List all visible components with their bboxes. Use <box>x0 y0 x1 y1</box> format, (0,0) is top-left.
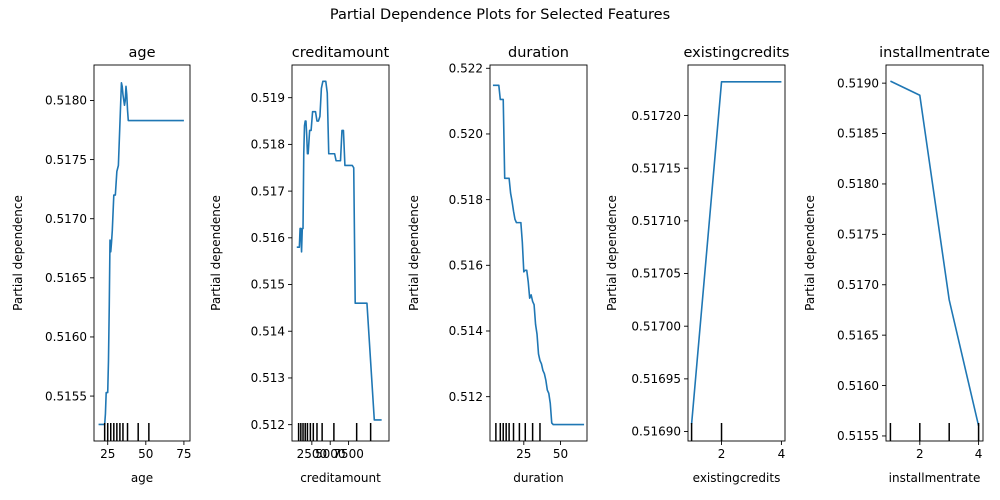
y-tick-label: 0.5170 <box>45 212 87 226</box>
y-tick-label: 0.5185 <box>837 127 879 141</box>
y-axis-label: Partial dependence <box>11 195 25 311</box>
y-tick-label: 0.517 <box>251 184 285 198</box>
subplot-installmentrate: installmentrate 2 4 0.5155 0.5160 0.5165 0.517… <box>803 45 990 485</box>
x-axis-label: creditamount <box>300 471 381 485</box>
y-tick-label: 0.5160 <box>837 379 879 393</box>
y-tick-label: 0.515 <box>251 278 285 292</box>
y-tick-label: 0.513 <box>251 371 285 385</box>
subplot-title: creditamount <box>292 45 390 61</box>
axes-frame <box>885 64 984 442</box>
x-axis-label: age <box>131 471 153 485</box>
x-tick-label: 4 <box>975 447 983 461</box>
x-axis-label: installmentrate <box>889 471 981 485</box>
y-tick-label: 0.5175 <box>837 228 879 242</box>
subplot-title: existingcredits <box>684 45 790 61</box>
y-tick-label: 0.516 <box>449 259 483 273</box>
x-tick-label: 7500 <box>333 447 364 461</box>
x-axis-label: existingcredits <box>693 471 781 485</box>
x-axis-label: duration <box>513 471 564 485</box>
x-tick-label: 25 <box>516 447 531 461</box>
y-tick-label: 0.5175 <box>45 153 87 167</box>
y-tick-label: 0.514 <box>251 324 285 338</box>
x-tick-label: 50 <box>553 447 568 461</box>
y-tick-label: 0.516 <box>251 231 285 245</box>
series-line <box>690 81 782 425</box>
x-tick-label: 25 <box>100 447 115 461</box>
series-line <box>492 84 585 426</box>
series-line <box>98 81 184 426</box>
y-tick-label: 0.5180 <box>45 94 87 108</box>
subplot-existingcredits: existingcredits 2 4 0.51690 0.51695 0.51700 0.… <box>605 45 789 485</box>
x-tick-label: 2 <box>916 447 924 461</box>
x-tick-label: 5000 <box>315 447 346 461</box>
y-axis-label: Partial dependence <box>803 195 817 311</box>
series-line <box>890 80 980 427</box>
subplot-title: installmentrate <box>879 45 990 61</box>
x-tick-label: 75 <box>176 447 191 461</box>
y-tick-label: 0.51700 <box>631 319 681 333</box>
y-axis-label: Partial dependence <box>209 195 223 311</box>
y-tick-label: 0.51715 <box>631 161 681 175</box>
series-line <box>296 80 382 421</box>
y-tick-label: 0.514 <box>449 324 483 338</box>
y-tick-label: 0.5190 <box>837 76 879 90</box>
axes-frame <box>687 64 786 442</box>
axes-frame <box>93 64 191 442</box>
y-tick-label: 0.512 <box>449 390 483 404</box>
y-tick-label: 0.522 <box>449 61 483 75</box>
subplot-title: age <box>128 45 155 61</box>
subplot-duration: duration 25 50 0.512 0.514 0.516 0.518 0.520 0.5… <box>407 45 588 485</box>
y-tick-label: 0.5165 <box>45 271 87 285</box>
y-tick-label: 0.51695 <box>631 372 681 386</box>
y-tick-label: 0.5165 <box>837 328 879 342</box>
y-tick-label: 0.518 <box>251 138 285 152</box>
x-tick-label: 4 <box>778 447 786 461</box>
y-tick-label: 0.512 <box>251 418 285 432</box>
y-tick-label: 0.51690 <box>631 425 681 439</box>
y-tick-label: 0.519 <box>251 91 285 105</box>
y-axis-label: Partial dependence <box>605 195 619 311</box>
y-tick-label: 0.518 <box>449 193 483 207</box>
axes-frame <box>291 64 390 442</box>
figure-title: Partial Dependence Plots for Selected Fe… <box>329 7 671 23</box>
axes-frame <box>489 64 588 442</box>
y-axis-label: Partial dependence <box>407 195 421 311</box>
x-tick-label: 50 <box>138 447 153 461</box>
x-tick-label: 2 <box>718 447 726 461</box>
y-tick-label: 0.5170 <box>837 278 879 292</box>
subplot-age: age 25 50 75 0.5155 0.5160 0.5165 0.5170 0.5175 0… <box>11 45 192 485</box>
y-tick-label: 0.5155 <box>837 429 879 443</box>
y-tick-label: 0.5160 <box>45 330 87 344</box>
y-tick-label: 0.51720 <box>631 109 681 123</box>
x-tick-label: 2500 <box>297 447 328 461</box>
y-tick-label: 0.5155 <box>45 389 87 403</box>
subplot-title: duration <box>508 45 569 61</box>
y-tick-label: 0.51710 <box>631 214 681 228</box>
y-tick-label: 0.520 <box>449 127 483 141</box>
y-tick-label: 0.5180 <box>837 177 879 191</box>
y-tick-label: 0.51705 <box>631 267 681 281</box>
